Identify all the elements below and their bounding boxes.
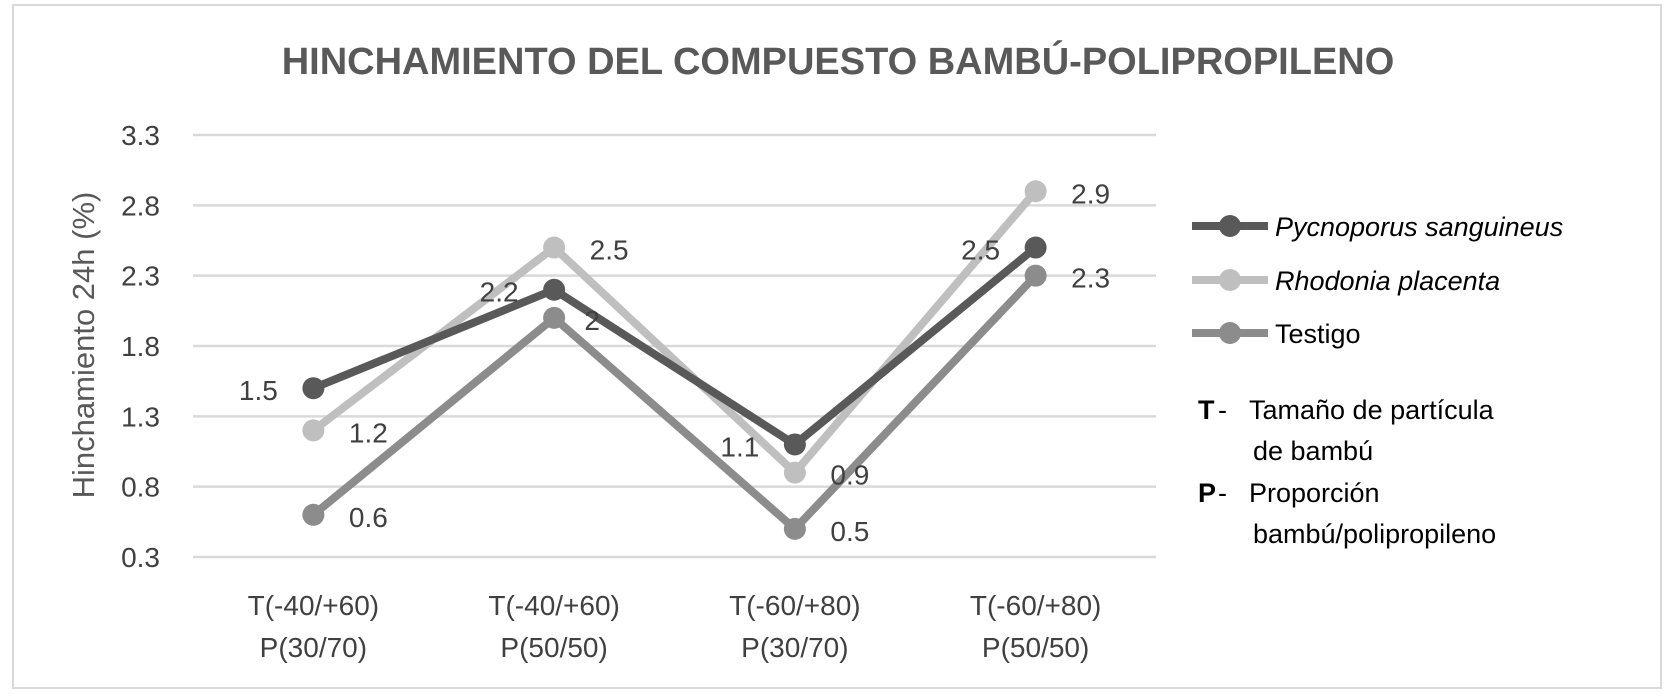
data-labels: 1.5 2.2 1.1 2.5 1.2 2.5 0.9 2.9 0.6 2 0.5 2.3 [239, 178, 1110, 547]
series-lines [302, 180, 1047, 540]
legend-label: Pycnoporus sanguineus [1275, 212, 1563, 242]
data-label: 2.2 [480, 277, 519, 308]
y-tick-label: 1.3 [121, 401, 160, 432]
data-label: 2.9 [1071, 178, 1110, 209]
note-text: bambú/polipropileno [1253, 519, 1496, 549]
data-point [543, 306, 566, 329]
y-tick-label: 0.3 [121, 542, 160, 573]
data-point [302, 503, 325, 526]
x-tick-label: P(30/70) [260, 632, 367, 663]
y-tick-label: 3.3 [121, 120, 160, 151]
data-label: 0.5 [830, 516, 869, 547]
x-tick-label: P(50/50) [982, 632, 1089, 663]
series-line [309, 243, 1040, 449]
note-key: T [1198, 395, 1215, 425]
x-tick-label: P(30/70) [741, 632, 848, 663]
series-line [309, 271, 1040, 533]
y-tick-label: 2.8 [121, 190, 160, 221]
data-point [783, 461, 806, 484]
note-separator: - [1218, 395, 1227, 425]
note-text: Tamaño de partícula [1249, 395, 1495, 425]
note-text: de bambú [1253, 436, 1373, 466]
x-tick-label: T(-40/+60) [248, 590, 380, 621]
legend-marker [1219, 215, 1241, 237]
x-axis-ticks: T(-40/+60) P(30/70) T(-40/+60) P(50/50) T(-6… [248, 590, 1102, 663]
data-label: 1.5 [239, 375, 278, 406]
x-tick-label: T(-60/+80) [729, 590, 861, 621]
data-point [783, 433, 806, 456]
data-point [783, 517, 806, 540]
legend-marker [1219, 269, 1241, 291]
data-point [302, 377, 325, 400]
data-label: 1.2 [349, 417, 388, 448]
data-label: 2.5 [590, 235, 629, 266]
data-point [1024, 264, 1047, 287]
note-separator: - [1218, 478, 1227, 508]
data-label: 2 [584, 305, 600, 336]
note-key: P [1198, 478, 1216, 508]
legend-label: Testigo [1275, 319, 1361, 349]
y-tick-label: 1.8 [121, 331, 160, 362]
y-axis-title: Hinchamiento 24h (%) [66, 192, 101, 499]
data-label: 2.3 [1071, 263, 1110, 294]
data-label: 2.5 [961, 235, 1000, 266]
y-axis-ticks: 3.3 2.8 2.3 1.8 1.3 0.8 0.3 [121, 120, 160, 573]
x-tick-label: T(-60/+80) [970, 590, 1102, 621]
data-point [543, 236, 566, 259]
legend-marker [1219, 322, 1241, 344]
data-label: 0.6 [349, 502, 388, 533]
data-point [543, 278, 566, 301]
chart-title: HINCHAMIENTO DEL COMPUESTO BAMBÚ-POLIPRO… [282, 39, 1395, 83]
note-text: Proporción [1249, 478, 1380, 508]
x-tick-label: P(50/50) [500, 632, 607, 663]
data-point [1024, 236, 1047, 259]
x-tick-label: T(-40/+60) [488, 590, 620, 621]
data-label: 1.1 [720, 431, 759, 462]
y-tick-label: 2.3 [121, 261, 160, 292]
data-label: 0.9 [830, 460, 869, 491]
gridlines [193, 133, 1156, 559]
legend-label: Rhodonia placenta [1275, 266, 1500, 296]
y-tick-label: 0.8 [121, 472, 160, 503]
data-point [302, 419, 325, 442]
data-point [1024, 180, 1047, 203]
legend: Pycnoporus sanguineus Rhodonia placenta Te… [1192, 212, 1563, 349]
